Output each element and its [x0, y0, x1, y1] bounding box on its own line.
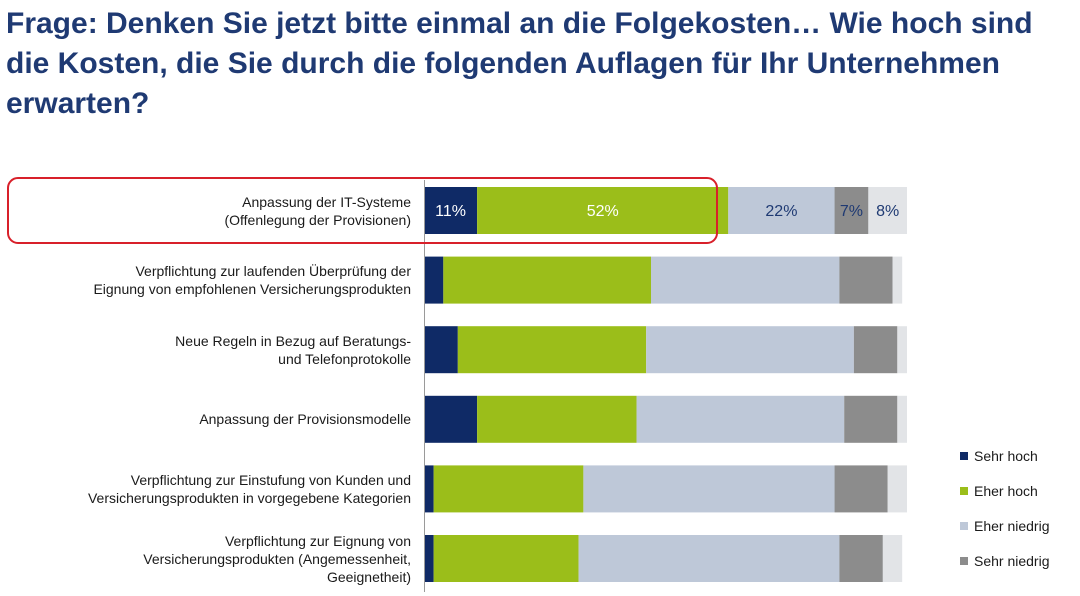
- bar-segment: [892, 256, 903, 304]
- bar-segment: [651, 256, 840, 304]
- category-label: Neue Regeln in Bezug auf Beratungs-und T…: [11, 332, 411, 368]
- data-label: 11%: [435, 203, 466, 220]
- bar-segment: [424, 465, 434, 513]
- bar-segment: [443, 256, 652, 304]
- legend-item: Sehr hoch: [960, 447, 1078, 467]
- bars-group: [424, 187, 907, 582]
- category-label: Verpflichtung zur Einstufung von Kunden …: [11, 471, 411, 507]
- legend-item: Sehr niedrig: [960, 552, 1078, 572]
- bar-segment: [477, 187, 729, 234]
- bar-segment: [853, 326, 898, 374]
- category-label: Anpassung der Provisionsmodelle: [11, 410, 411, 428]
- category-label-line: Verpflichtung zur laufenden Überprüfung …: [135, 263, 411, 280]
- legend-item: Eher hoch: [960, 482, 1078, 502]
- bar-segment: [897, 326, 907, 374]
- legend-item: Eher niedrig: [960, 517, 1078, 537]
- category-label-line: Verpflichtung zur Eignung von: [224, 532, 411, 549]
- legend-swatch: [960, 452, 968, 460]
- bar-segment: [646, 326, 854, 374]
- bar-segment: [433, 535, 579, 582]
- bar-segment: [834, 187, 869, 234]
- category-label: Anpassung der IT-Systeme (Offenlegung der…: [11, 193, 411, 229]
- bar-segment: [433, 465, 584, 513]
- category-label-line: Versicherungsprodukten (Angemessenheit,: [143, 550, 411, 567]
- page-title: Frage: Denken Sie jetzt bitte einmal an …: [6, 7, 1033, 120]
- category-label-line: Anpassung der Provisionsmodelle: [199, 411, 411, 428]
- legend-label: Eher niedrig: [974, 518, 1050, 534]
- legend-swatch: [960, 557, 968, 565]
- bar-segment: [424, 535, 434, 582]
- category-label-line: Anpassung der IT-Systeme: [242, 193, 411, 210]
- category-label-line: Verpflichtung zur Einstufung von Kunden …: [130, 471, 411, 488]
- data-label: 7%: [840, 203, 863, 220]
- legend-label: Sehr niedrig: [974, 553, 1050, 569]
- bar-segment: [457, 326, 647, 374]
- bar-segment: [424, 187, 478, 234]
- bar-segment: [636, 395, 845, 443]
- category-label: Verpflichtung zur laufenden Überprüfung …: [11, 262, 411, 298]
- category-label-line: Versicherungsprodukten in vorgegebene Ka…: [87, 489, 411, 506]
- bar-segment: [887, 465, 907, 513]
- bar-segment: [424, 395, 478, 443]
- legend-swatch: [960, 522, 968, 530]
- bar-segment: [578, 535, 840, 582]
- bar-segment: [834, 465, 888, 513]
- bar-segment: [424, 256, 444, 304]
- legend-swatch: [960, 487, 968, 495]
- bar-segment: [424, 326, 458, 374]
- data-label: 8%: [876, 203, 899, 220]
- bar-segment: [839, 535, 883, 582]
- category-label-line: (Offenlegung der Provisionen): [224, 211, 411, 228]
- bar-segment: [844, 395, 898, 443]
- category-label-line: Geeignetheit): [326, 568, 411, 585]
- category-label-line: und Telefonprotokolle: [278, 350, 411, 367]
- data-label: 22%: [765, 203, 797, 220]
- legend-label: Eher hoch: [974, 483, 1038, 499]
- value-labels-group: 11% 52% 22% 7% 8%: [435, 203, 899, 220]
- data-label: 52%: [587, 203, 619, 220]
- bar-segment: [477, 395, 637, 443]
- bar-segment: [839, 256, 893, 304]
- highlight-frame: [7, 177, 718, 244]
- legend-label: Sehr hoch: [974, 448, 1038, 464]
- bar-segment: [897, 395, 907, 443]
- bar-segment: [583, 465, 835, 513]
- bar-segment: [882, 535, 903, 582]
- category-label-line: Neue Regeln in Bezug auf Beratungs-: [175, 332, 411, 349]
- category-label-line: Eignung von empfohlenen Versicherungspro…: [93, 281, 411, 298]
- bar-segment: [868, 187, 907, 234]
- bar-segment: [728, 187, 835, 234]
- category-label: Verpflichtung zur Eignung von Versicherun…: [11, 532, 411, 586]
